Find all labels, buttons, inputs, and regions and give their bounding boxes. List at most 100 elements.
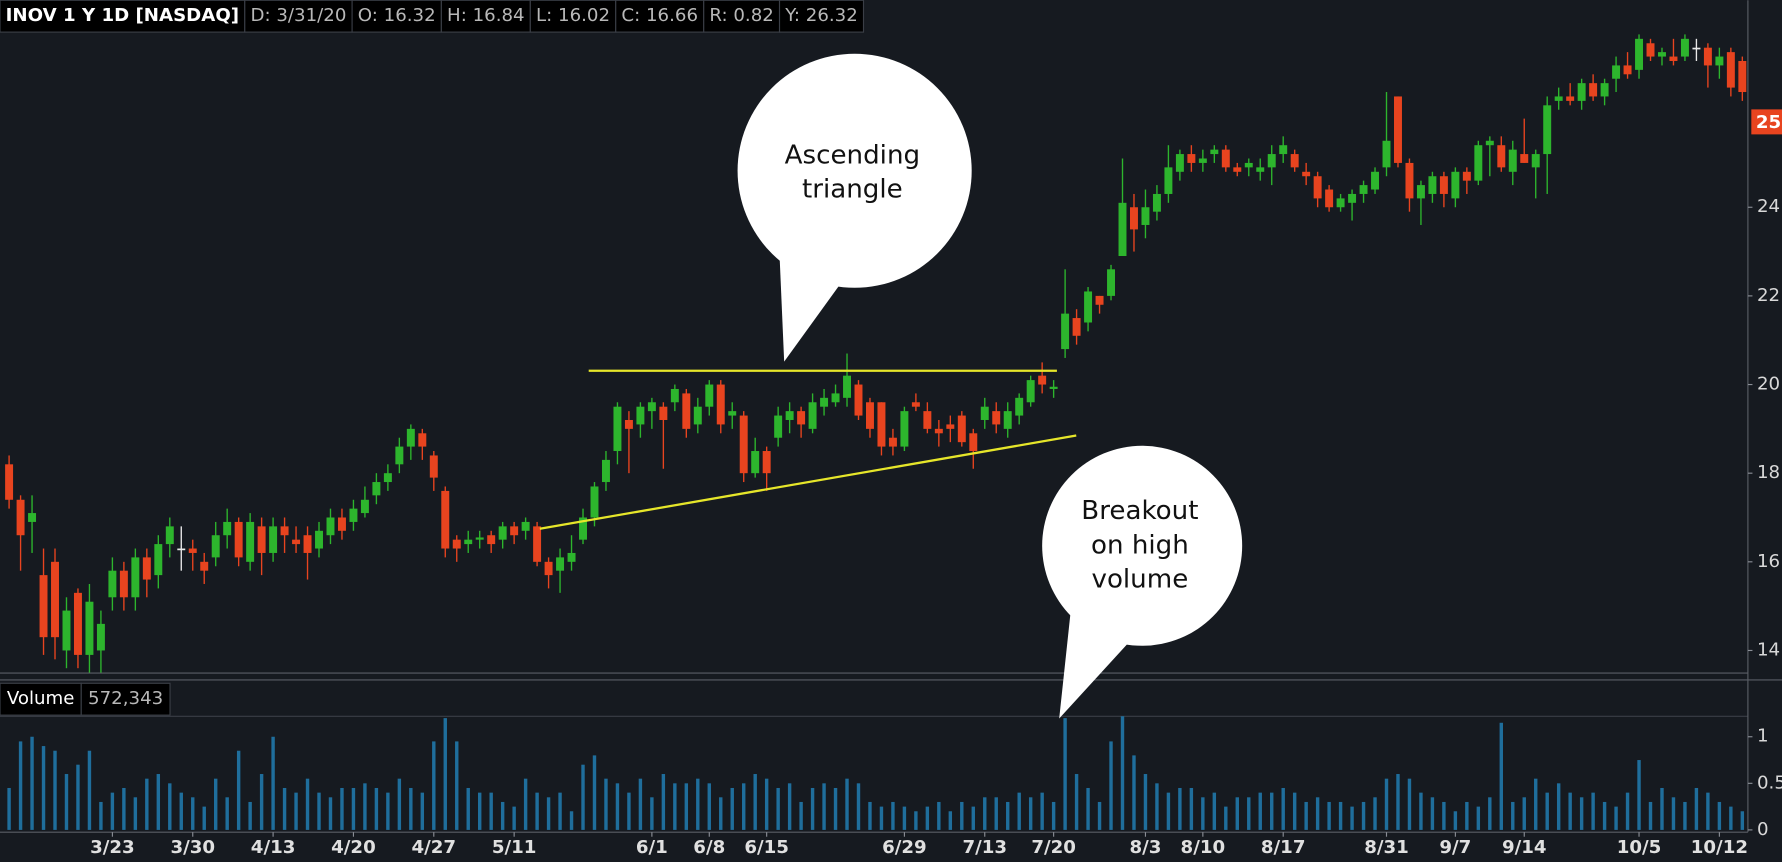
- volume-bar: [1097, 801, 1102, 830]
- header-box: [0, 0, 246, 33]
- volume-bar: [271, 736, 275, 830]
- x-tick-label: 4/27: [412, 837, 457, 858]
- volume-bar: [1717, 801, 1722, 830]
- candle-body: [200, 561, 209, 571]
- volume-bar: [1637, 760, 1641, 830]
- candle-body: [234, 521, 243, 558]
- candle-body: [762, 451, 771, 474]
- candle-body: [888, 437, 897, 447]
- candle-body: [797, 411, 806, 425]
- candle-body: [441, 490, 450, 549]
- volume-value-box: [80, 682, 171, 716]
- candle-body: [831, 393, 840, 403]
- candle-body: [613, 406, 622, 452]
- candle-body: [188, 548, 197, 553]
- candle-body: [808, 402, 817, 429]
- volume-bar: [1086, 787, 1090, 830]
- volume-bar: [661, 774, 666, 830]
- candle-body: [705, 384, 714, 407]
- candle-body: [1520, 154, 1529, 163]
- candle-body: [429, 455, 438, 478]
- candle-body: [957, 415, 966, 443]
- volume-bar: [845, 778, 849, 830]
- volume-bar: [87, 750, 92, 830]
- candle-body: [1451, 171, 1460, 199]
- header-bar: INOV 1 Y 1D [NASDAQ] D: 3/31/20 O: 16.32 H:…: [0, 0, 865, 33]
- candle-body: [1439, 176, 1448, 194]
- volume-bar: [615, 783, 620, 830]
- volume-bar: [1671, 797, 1676, 830]
- volume-bar: [627, 792, 631, 830]
- volume-bar: [730, 787, 734, 830]
- volume-y-tick-label: 1: [1757, 726, 1769, 747]
- candle-body: [1589, 83, 1598, 97]
- volume-bar: [546, 797, 551, 830]
- candle-body: [1623, 65, 1632, 75]
- header-item: R: 0.82: [709, 5, 773, 26]
- volume-bar: [156, 774, 161, 830]
- volume-bar: [1476, 806, 1481, 830]
- volume-bar: [340, 787, 344, 830]
- volume-bar: [76, 764, 80, 830]
- x-tick-label: 9/7: [1439, 837, 1471, 858]
- candle-body: [73, 592, 82, 655]
- volume-bar: [1063, 718, 1067, 830]
- candle-body: [1715, 56, 1724, 66]
- candle-body: [636, 406, 645, 425]
- x-tick-label: 6/15: [744, 837, 789, 858]
- x-tick-label: 7/13: [962, 837, 1007, 858]
- candle-body: [1313, 176, 1322, 199]
- volume-bar: [374, 787, 379, 830]
- candle-body: [1680, 38, 1689, 57]
- volume-bar: [409, 787, 413, 830]
- volume-bar: [225, 797, 229, 830]
- candle-body: [739, 415, 748, 474]
- candle-body: [1462, 171, 1471, 181]
- volume-bar: [902, 806, 907, 830]
- volume-bar: [1430, 797, 1435, 830]
- candle-body: [1198, 158, 1207, 163]
- volume-bar: [1579, 797, 1584, 830]
- candle-body: [1531, 154, 1540, 168]
- callout-text: triangle: [802, 175, 903, 205]
- volume-bar: [317, 792, 321, 830]
- candle-body: [521, 521, 530, 531]
- volume-bar: [1545, 792, 1549, 830]
- candle-body: [1336, 198, 1345, 208]
- volume-bar: [1396, 774, 1400, 830]
- candle-body: [1474, 145, 1483, 181]
- volume-bar: [1511, 801, 1515, 830]
- volume-bar: [1453, 811, 1458, 830]
- candle-body: [315, 530, 323, 549]
- volume-bar: [983, 797, 987, 830]
- volume-bar: [1602, 801, 1607, 830]
- candle-body: [567, 552, 576, 562]
- candle-body: [1359, 185, 1368, 194]
- candle-body: [1267, 154, 1276, 168]
- x-tick-label: 4/13: [251, 837, 296, 858]
- volume-bar: [1522, 797, 1526, 830]
- volume-bar: [432, 741, 436, 830]
- candle-body: [1566, 96, 1575, 101]
- volume-bar: [1442, 801, 1446, 830]
- candle-body: [1554, 96, 1563, 101]
- candle-body: [946, 424, 955, 429]
- volume-bar: [592, 755, 597, 830]
- volume-header: Volume 572,343: [0, 682, 171, 716]
- volume-bar: [558, 792, 562, 830]
- volume-bar: [1407, 778, 1412, 830]
- volume-bar: [1465, 801, 1469, 830]
- candle-body: [85, 601, 94, 655]
- volume-y-tick-label: 0: [1757, 819, 1769, 840]
- candle-body: [1658, 52, 1666, 57]
- volume-bar: [535, 792, 539, 830]
- callout-pointer: [1059, 591, 1132, 719]
- candle-body: [5, 464, 14, 500]
- candle-body: [1577, 83, 1586, 101]
- volume-bar: [891, 801, 895, 830]
- volume-bar: [1729, 806, 1733, 830]
- callout-text: volume: [1091, 564, 1188, 594]
- volume-bar: [1292, 792, 1297, 830]
- callout-ascending-triangle: Ascending triangle: [737, 53, 972, 362]
